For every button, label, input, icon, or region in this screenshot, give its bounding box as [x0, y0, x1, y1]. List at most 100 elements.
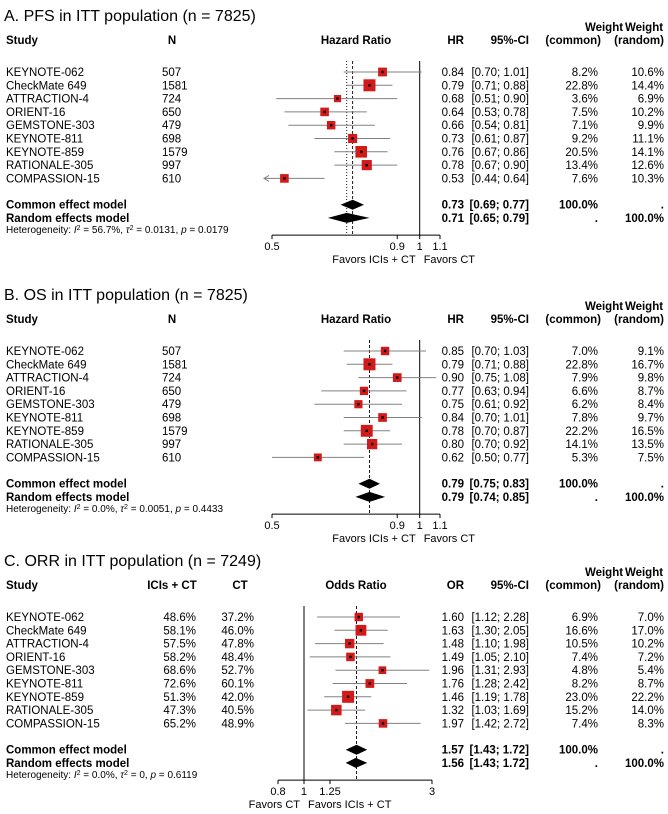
estimate-value: 0.78	[442, 426, 464, 438]
estimate-column-header: OR	[447, 580, 465, 592]
common-ci-value: [0.75; 0.83]	[470, 479, 530, 491]
weight-random-value: 9.7%	[638, 413, 664, 425]
weight-random-value: 10.6%	[631, 67, 664, 79]
ci-column-header: 95%-CI	[491, 35, 529, 47]
study-column-header: Study	[6, 35, 39, 47]
heterogeneity-text: Heterogeneity: I2 = 0.0%, τ2 = 0.0051, p…	[6, 504, 223, 516]
point-estimate-dot	[349, 655, 352, 659]
weight-common-value: 6.6%	[572, 386, 598, 398]
common-weight-random: .	[661, 745, 664, 757]
forest-panel-3: C. ORR in ITT population (n = 7249) Weigh…	[4, 553, 664, 811]
estimate-value: 1.97	[442, 718, 464, 730]
weight-random-value: 14.4%	[631, 80, 664, 92]
study-row: ORIENT-16 650 0.77 [0.63; 0.94] 6.6% 8.7%	[6, 386, 664, 398]
study-row: RATIONALE-305 997 0.80 [0.70; 0.92] 14.1% 13.…	[6, 438, 664, 451]
weight-common-value: 7.8%	[572, 413, 598, 425]
arm1-value: 68.6%	[163, 665, 196, 677]
weight-random-value: 8.7%	[638, 386, 664, 398]
weight-random-value: 11.1%	[632, 134, 664, 146]
weight-common-value: 20.5%	[565, 147, 598, 159]
random-effect-label: Random effects model	[6, 213, 129, 225]
x-tick-label: 0.9	[390, 520, 405, 532]
weight-common-value: 8.2%	[572, 67, 598, 79]
ci-column-header: 95%-CI	[491, 314, 529, 326]
arm1-value: 58.1%	[163, 625, 196, 637]
ci-value: [0.71; 0.88]	[471, 359, 529, 371]
study-name: GEMSTONE-303	[6, 665, 95, 677]
study-row: ATTRACTION-4 57.5% 47.8% 1.48 [1.10; 1.98] 10…	[6, 639, 664, 651]
effect-column-header: Hazard Ratio	[321, 35, 391, 47]
study-name: RATIONALE-305	[6, 160, 93, 172]
weight-random-value: 13.5%	[631, 439, 664, 451]
ci-value: [0.70; 1.01]	[471, 413, 529, 425]
ci-value: [0.70; 0.87]	[471, 426, 529, 438]
random-ci-value: [0.65; 0.79]	[470, 213, 530, 225]
ci-value: [1.03; 1.69]	[471, 705, 529, 717]
estimate-value: 0.62	[442, 452, 464, 464]
estimate-value: 0.79	[442, 359, 464, 371]
ci-value: [0.67; 0.86]	[471, 147, 529, 159]
common-ci-value: [1.43; 1.72]	[470, 745, 530, 757]
favors-right-label: Favors CT	[424, 254, 476, 266]
random-effect-diamond	[355, 491, 386, 502]
study-name: RATIONALE-305	[6, 439, 93, 451]
study-name: ORIENT-16	[6, 386, 65, 398]
random-ci-value: [0.74; 0.85]	[470, 492, 530, 504]
x-tick-label: 1.25	[319, 786, 340, 798]
study-name: CheckMate 649	[6, 80, 87, 92]
random-ci-value: [1.43; 1.72]	[470, 758, 530, 770]
common-effect-row: Common effect model 0.79 [0.75; 0.83] 100.0…	[6, 478, 664, 491]
study-row: KEYNOTE-062 48.6% 37.2% 1.60 [1.12; 2.28] 6.9…	[6, 612, 664, 624]
weight-common-value: 6.2%	[572, 399, 598, 411]
random-effect-label: Random effects model	[6, 758, 129, 770]
n-value: 698	[162, 413, 181, 425]
x-tick-label: 1.1	[432, 520, 447, 532]
arm1-column-header: ICIs + CT	[147, 580, 197, 592]
x-tick-label: 0.5	[264, 520, 279, 532]
point-estimate-dot	[346, 695, 350, 698]
point-estimate-dot	[351, 137, 354, 140]
weight-random-value: 8.4%	[638, 399, 664, 411]
ci-value: [0.71; 0.88]	[471, 80, 529, 92]
ci-column-header: 95%-CI	[491, 580, 529, 592]
weight-header-common: Weight	[585, 567, 623, 579]
point-estimate-dot	[381, 722, 385, 725]
study-row: ATTRACTION-4 724 0.90 [0.75; 1.08] 7.9% 9.8%	[6, 373, 664, 385]
study-name: COMPASSION-15	[6, 718, 100, 730]
weight-common-value: 7.1%	[572, 120, 598, 132]
weight-common-value: 6.9%	[572, 612, 598, 624]
weight-random-value: 7.5%	[638, 452, 664, 464]
estimate-value: 1.48	[442, 639, 464, 651]
n-value: 507	[162, 346, 181, 358]
weight-common-header: (common)	[545, 314, 601, 326]
n-value: 479	[162, 120, 181, 132]
n-value: 650	[162, 386, 181, 398]
study-name: ORIENT-16	[6, 652, 65, 664]
common-weight-common: 100.0%	[559, 200, 598, 212]
study-row: KEYNOTE-859 1579 0.78 [0.70; 0.87] 22.2% 16.5…	[6, 424, 664, 438]
estimate-value: 0.90	[442, 373, 464, 385]
weight-random-value: 22.2%	[631, 692, 664, 704]
n-value: 507	[162, 67, 181, 79]
study-name: CheckMate 649	[6, 625, 87, 637]
ci-value: [1.05; 2.10]	[471, 652, 529, 664]
weight-random-value: 7.0%	[638, 612, 664, 624]
n-value: 1581	[162, 80, 188, 92]
study-name: KEYNOTE-859	[6, 692, 84, 704]
common-estimate-value: 0.73	[442, 200, 464, 212]
weight-common-value: 14.1%	[565, 439, 598, 451]
x-tick-label: 3	[429, 786, 435, 798]
ci-value: [0.63; 0.94]	[471, 386, 529, 398]
estimate-column-header: HR	[447, 314, 464, 326]
n-value: 479	[162, 399, 181, 411]
common-ci-value: [0.69; 0.77]	[470, 200, 530, 212]
weight-common-value: 22.2%	[565, 426, 598, 438]
effect-column-header: Hazard Ratio	[321, 314, 391, 326]
x-tick-label: 0.8	[270, 786, 285, 798]
n-value: 1581	[162, 359, 188, 371]
weight-random-header: (random)	[614, 35, 664, 47]
study-row: GEMSTONE-303 68.6% 52.7% 1.96 [1.31; 2.93] 4.…	[6, 665, 664, 677]
point-estimate-dot	[365, 429, 368, 432]
estimate-value: 0.75	[442, 399, 464, 411]
study-row: COMPASSION-15 610 0.53 [0.44; 0.64] 7.6% 10.3…	[6, 173, 664, 185]
